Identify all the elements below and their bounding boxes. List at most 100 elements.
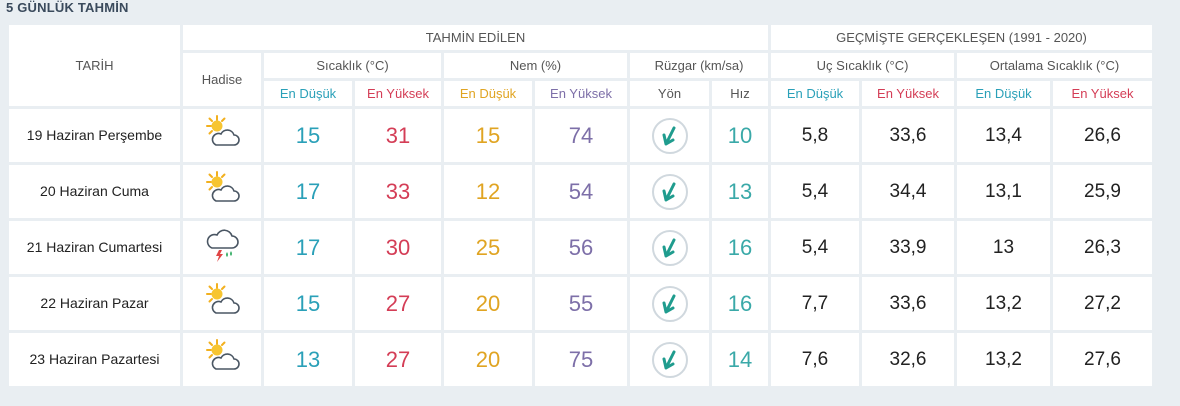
extreme-low-value: 5,4 bbox=[801, 180, 829, 202]
temp-low-cell: 13 bbox=[264, 333, 352, 386]
partly-cloudy-icon bbox=[202, 169, 242, 209]
humidity-low-cell: 20 bbox=[444, 333, 532, 386]
extreme-high-value: 33,6 bbox=[889, 292, 927, 314]
table-row: 21 Haziran Cumartesi 17 30 25 56 16 5,4 33,9 13 2… bbox=[9, 221, 1152, 274]
header-hum-high: En Yüksek bbox=[535, 81, 627, 106]
table-row: 22 Haziran Pazar 15 27 20 55 16 7,7 33,6 13,2 27,… bbox=[9, 277, 1152, 330]
avg-low-cell: 13,1 bbox=[957, 165, 1050, 218]
header-history-group: GEÇMİŞTE GERÇEKLEŞEN (1991 - 2020) bbox=[771, 25, 1152, 50]
header-extreme-temp: Uç Sıcaklık (°C) bbox=[771, 53, 954, 78]
extreme-high-value: 34,4 bbox=[889, 180, 927, 202]
temp-low-value: 17 bbox=[295, 234, 321, 260]
weather-cell bbox=[183, 221, 261, 274]
avg-low-value: 13,2 bbox=[985, 348, 1022, 370]
wind-speed-value: 16 bbox=[727, 234, 753, 260]
humidity-high-value: 75 bbox=[568, 346, 594, 372]
avg-low-cell: 13,2 bbox=[957, 333, 1050, 386]
avg-high-value: 25,9 bbox=[1084, 180, 1121, 202]
wind-direction-cell bbox=[630, 333, 709, 386]
extreme-low-value: 7,6 bbox=[801, 348, 829, 370]
humidity-high-cell: 55 bbox=[535, 277, 627, 330]
avg-high-cell: 25,9 bbox=[1053, 165, 1152, 218]
date-cell: 22 Haziran Pazar bbox=[9, 277, 180, 330]
humidity-low-cell: 15 bbox=[444, 109, 532, 162]
humidity-high-cell: 75 bbox=[535, 333, 627, 386]
date-value: 19 Haziran Perşembe bbox=[26, 126, 163, 143]
humidity-low-value: 15 bbox=[475, 122, 501, 148]
extreme-high-cell: 33,9 bbox=[862, 221, 954, 274]
extreme-low-cell: 5,4 bbox=[771, 165, 859, 218]
date-cell: 23 Haziran Pazartesi bbox=[9, 333, 180, 386]
humidity-high-value: 74 bbox=[568, 122, 594, 148]
temp-high-value: 30 bbox=[385, 234, 411, 260]
header-wind-speed: Hız bbox=[712, 81, 768, 106]
date-value: 20 Haziran Cuma bbox=[40, 182, 149, 199]
temp-low-cell: 15 bbox=[264, 109, 352, 162]
humidity-high-value: 54 bbox=[568, 178, 594, 204]
thunderstorm-icon bbox=[202, 225, 242, 265]
date-cell: 19 Haziran Perşembe bbox=[9, 109, 180, 162]
avg-low-cell: 13,2 bbox=[957, 277, 1050, 330]
header-humidity: Nem (%) bbox=[444, 53, 627, 78]
table-row: 23 Haziran Pazartesi 13 27 20 75 14 7,6 32,6 13,… bbox=[9, 333, 1152, 386]
extreme-high-cell: 33,6 bbox=[862, 109, 954, 162]
humidity-high-cell: 74 bbox=[535, 109, 627, 162]
temp-high-cell: 27 bbox=[355, 333, 441, 386]
extreme-low-value: 5,4 bbox=[801, 236, 829, 258]
temp-high-value: 31 bbox=[385, 122, 411, 148]
wind-speed-value: 14 bbox=[727, 346, 753, 372]
extreme-high-value: 33,6 bbox=[889, 124, 927, 146]
partly-cloudy-icon bbox=[202, 281, 242, 321]
weather-cell bbox=[183, 109, 261, 162]
header-hadise: Hadise bbox=[183, 53, 261, 106]
humidity-high-cell: 54 bbox=[535, 165, 627, 218]
avg-low-value: 13,4 bbox=[985, 124, 1022, 146]
temp-low-value: 15 bbox=[295, 122, 321, 148]
wind-direction-icon bbox=[651, 229, 688, 266]
temp-high-value: 33 bbox=[385, 178, 411, 204]
weather-cell bbox=[183, 333, 261, 386]
partly-cloudy-icon bbox=[202, 337, 242, 377]
extreme-low-value: 7,7 bbox=[801, 292, 829, 314]
avg-high-cell: 27,2 bbox=[1053, 277, 1152, 330]
avg-high-value: 27,6 bbox=[1084, 348, 1121, 370]
extreme-low-cell: 5,8 bbox=[771, 109, 859, 162]
wind-direction-cell bbox=[630, 165, 709, 218]
humidity-low-value: 20 bbox=[475, 290, 501, 316]
wind-direction-icon bbox=[651, 341, 688, 378]
avg-low-value: 13,2 bbox=[985, 292, 1022, 314]
extreme-high-cell: 32,6 bbox=[862, 333, 954, 386]
avg-high-cell: 27,6 bbox=[1053, 333, 1152, 386]
date-cell: 20 Haziran Cuma bbox=[9, 165, 180, 218]
header-hum-low: En Düşük bbox=[444, 81, 532, 106]
avg-low-value: 13,1 bbox=[985, 180, 1022, 202]
wind-direction-icon bbox=[651, 173, 688, 210]
extreme-low-cell: 7,7 bbox=[771, 277, 859, 330]
wind-speed-cell: 13 bbox=[712, 165, 768, 218]
extreme-low-cell: 7,6 bbox=[771, 333, 859, 386]
humidity-low-value: 25 bbox=[475, 234, 501, 260]
header-temp-low: En Düşük bbox=[264, 81, 352, 106]
humidity-low-value: 12 bbox=[475, 178, 501, 204]
temp-low-value: 13 bbox=[295, 346, 321, 372]
header-avg-high: En Yüksek bbox=[1053, 81, 1152, 106]
humidity-low-value: 20 bbox=[475, 346, 501, 372]
temp-high-value: 27 bbox=[385, 290, 411, 316]
header-wind-direction: Yön bbox=[630, 81, 709, 106]
temp-high-cell: 30 bbox=[355, 221, 441, 274]
extreme-high-value: 33,9 bbox=[889, 236, 927, 258]
wind-speed-value: 16 bbox=[727, 290, 753, 316]
section-title: 5 GÜNLÜK TAHMİN bbox=[6, 0, 129, 15]
header-wind: Rüzgar (km/sa) bbox=[630, 53, 768, 78]
humidity-high-value: 56 bbox=[568, 234, 594, 260]
temp-low-cell: 15 bbox=[264, 277, 352, 330]
wind-speed-cell: 16 bbox=[712, 277, 768, 330]
temp-low-cell: 17 bbox=[264, 221, 352, 274]
date-value: 23 Haziran Pazartesi bbox=[29, 350, 160, 367]
avg-high-cell: 26,3 bbox=[1053, 221, 1152, 274]
header-avg-temp: Ortalama Sıcaklık (°C) bbox=[957, 53, 1152, 78]
extreme-high-cell: 33,6 bbox=[862, 277, 954, 330]
date-cell: 21 Haziran Cumartesi bbox=[9, 221, 180, 274]
humidity-high-value: 55 bbox=[568, 290, 594, 316]
partly-cloudy-icon bbox=[202, 113, 242, 153]
